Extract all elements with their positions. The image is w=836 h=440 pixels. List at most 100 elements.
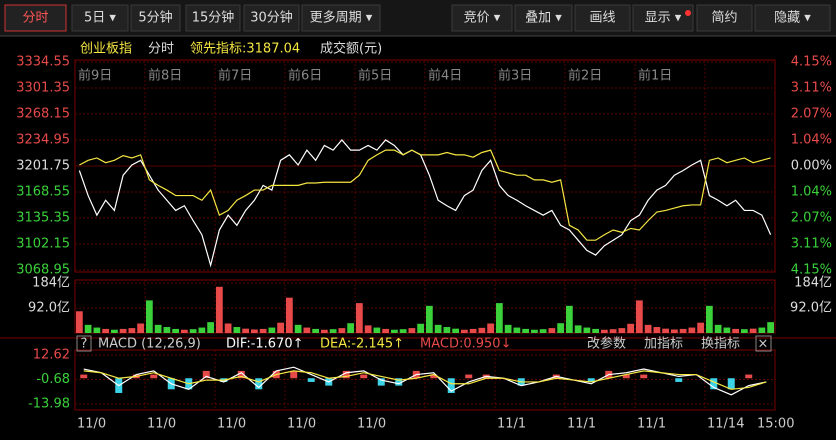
volume-label: 成交额(元) <box>320 41 382 57</box>
volume-bar <box>207 322 214 333</box>
close-box[interactable] <box>755 335 772 352</box>
volume-bar <box>767 322 774 333</box>
help-box[interactable] <box>76 335 92 352</box>
series-line <box>83 370 767 390</box>
volume-bar <box>469 328 477 333</box>
volume-bar <box>461 329 468 333</box>
toolbar-button[interactable] <box>754 4 831 32</box>
notify-dot <box>685 10 691 16</box>
toolbar-button[interactable] <box>4 4 67 32</box>
toolbar-label[interactable]: 更多周期 ▾ <box>310 10 373 26</box>
volume-bar <box>93 327 101 333</box>
volume-bar <box>216 286 223 333</box>
toolbar-button[interactable] <box>632 4 694 32</box>
macd-bar <box>622 374 630 379</box>
x-tick-label: 11/14 <box>707 417 744 432</box>
indicator-action[interactable]: 改参数 <box>587 336 626 352</box>
day-label: 前8日 <box>148 68 182 84</box>
toolbar-label[interactable]: 简约 <box>711 10 737 26</box>
series-line <box>83 366 767 396</box>
volume-bar <box>321 329 328 333</box>
volume-bar <box>137 323 144 333</box>
volume-bar <box>574 325 582 333</box>
toolbar-button[interactable] <box>130 4 181 32</box>
macd-bar <box>80 374 88 379</box>
volume-bar <box>653 327 661 333</box>
toolbar-button[interactable] <box>185 4 241 32</box>
volume-bar <box>356 303 363 333</box>
macd-bar <box>237 370 245 379</box>
toolbar-label[interactable]: 30分钟 <box>250 10 293 26</box>
volume-bar <box>566 305 573 333</box>
dea-label: DEA:-2.145↑ <box>320 337 404 352</box>
volume-bar <box>329 329 337 333</box>
toolbar-button[interactable] <box>574 4 631 32</box>
volume-bar <box>102 328 109 333</box>
toolbar-label[interactable]: 隐藏 ▾ <box>774 11 811 26</box>
volume-bar <box>618 328 626 333</box>
volume-bar <box>242 328 249 333</box>
mode: 分时 <box>148 42 174 57</box>
x-tick-label: 11/0 <box>77 417 106 432</box>
close[interactable]: × <box>758 337 769 352</box>
toolbar-button[interactable] <box>243 4 300 32</box>
volume-bar <box>84 324 92 333</box>
volume-bar <box>189 329 197 333</box>
macd-bar <box>377 378 385 386</box>
volume-bar <box>697 322 704 333</box>
volume-bar <box>163 327 171 333</box>
toolbar-button[interactable] <box>301 4 381 32</box>
y2-tick-label: 4.15% <box>791 55 832 70</box>
toolbar-button[interactable] <box>451 4 513 32</box>
toolbar-button[interactable] <box>71 4 129 32</box>
macd-bar <box>395 378 403 386</box>
volume-bar <box>688 327 696 333</box>
indicator-action[interactable]: 换指标 <box>701 337 740 352</box>
volume-bar <box>119 328 127 333</box>
day-label: 前4日 <box>428 68 462 84</box>
volume-bar <box>198 327 206 333</box>
day-label: 前9日 <box>78 68 112 84</box>
toolbar-label[interactable]: 15分钟 <box>192 10 235 26</box>
volume-bar <box>303 327 311 333</box>
day-label: 前7日 <box>218 68 252 84</box>
y-tick-label: 184亿 <box>32 276 70 291</box>
volume-bar <box>557 323 564 333</box>
toolbar-label[interactable]: 分时 <box>22 11 48 26</box>
volume-bar <box>478 327 486 333</box>
volume-bar <box>399 329 407 333</box>
y-tick-label: -0.68 <box>36 372 70 387</box>
index-name: 创业板指 <box>80 42 132 57</box>
macd-bar <box>727 378 735 390</box>
volume-bar <box>224 323 232 333</box>
volume-bar <box>504 324 512 333</box>
volume-bar <box>644 324 652 333</box>
volume-bar <box>741 329 748 333</box>
toolbar-label[interactable]: 5日 ▾ <box>84 11 116 26</box>
toolbar-label[interactable]: 画线 <box>589 11 615 26</box>
toolbar-label[interactable]: 叠加 ▾ <box>525 11 562 26</box>
volume-bar <box>364 325 372 333</box>
y2-tick-label: 184亿 <box>794 276 832 291</box>
y-tick-label: 3135.35 <box>16 211 70 226</box>
day-label: 前2日 <box>568 68 602 84</box>
toolbar-label[interactable]: 显示 ▾ <box>645 11 682 26</box>
indicator-action[interactable]: 加指标 <box>644 337 683 352</box>
x-tick-label: 11/0 <box>287 417 316 432</box>
macd-bar <box>745 374 753 379</box>
toolbar-label[interactable]: 竞价 ▾ <box>464 10 501 26</box>
macd-bar <box>640 374 648 379</box>
toolbar-button[interactable] <box>696 4 753 32</box>
toolbar-label[interactable]: 5分钟 <box>138 10 172 26</box>
volume-bar <box>128 328 136 333</box>
x-tick-label: 15:00 <box>757 417 794 432</box>
help[interactable]: ? <box>81 337 88 352</box>
day-label: 前6日 <box>288 68 322 84</box>
toolbar-button[interactable] <box>514 4 573 32</box>
macd-bar <box>255 378 263 390</box>
volume-bar <box>172 328 179 333</box>
volume-bar <box>294 324 302 333</box>
volume-bar <box>373 327 381 333</box>
volume-bar <box>601 329 608 333</box>
